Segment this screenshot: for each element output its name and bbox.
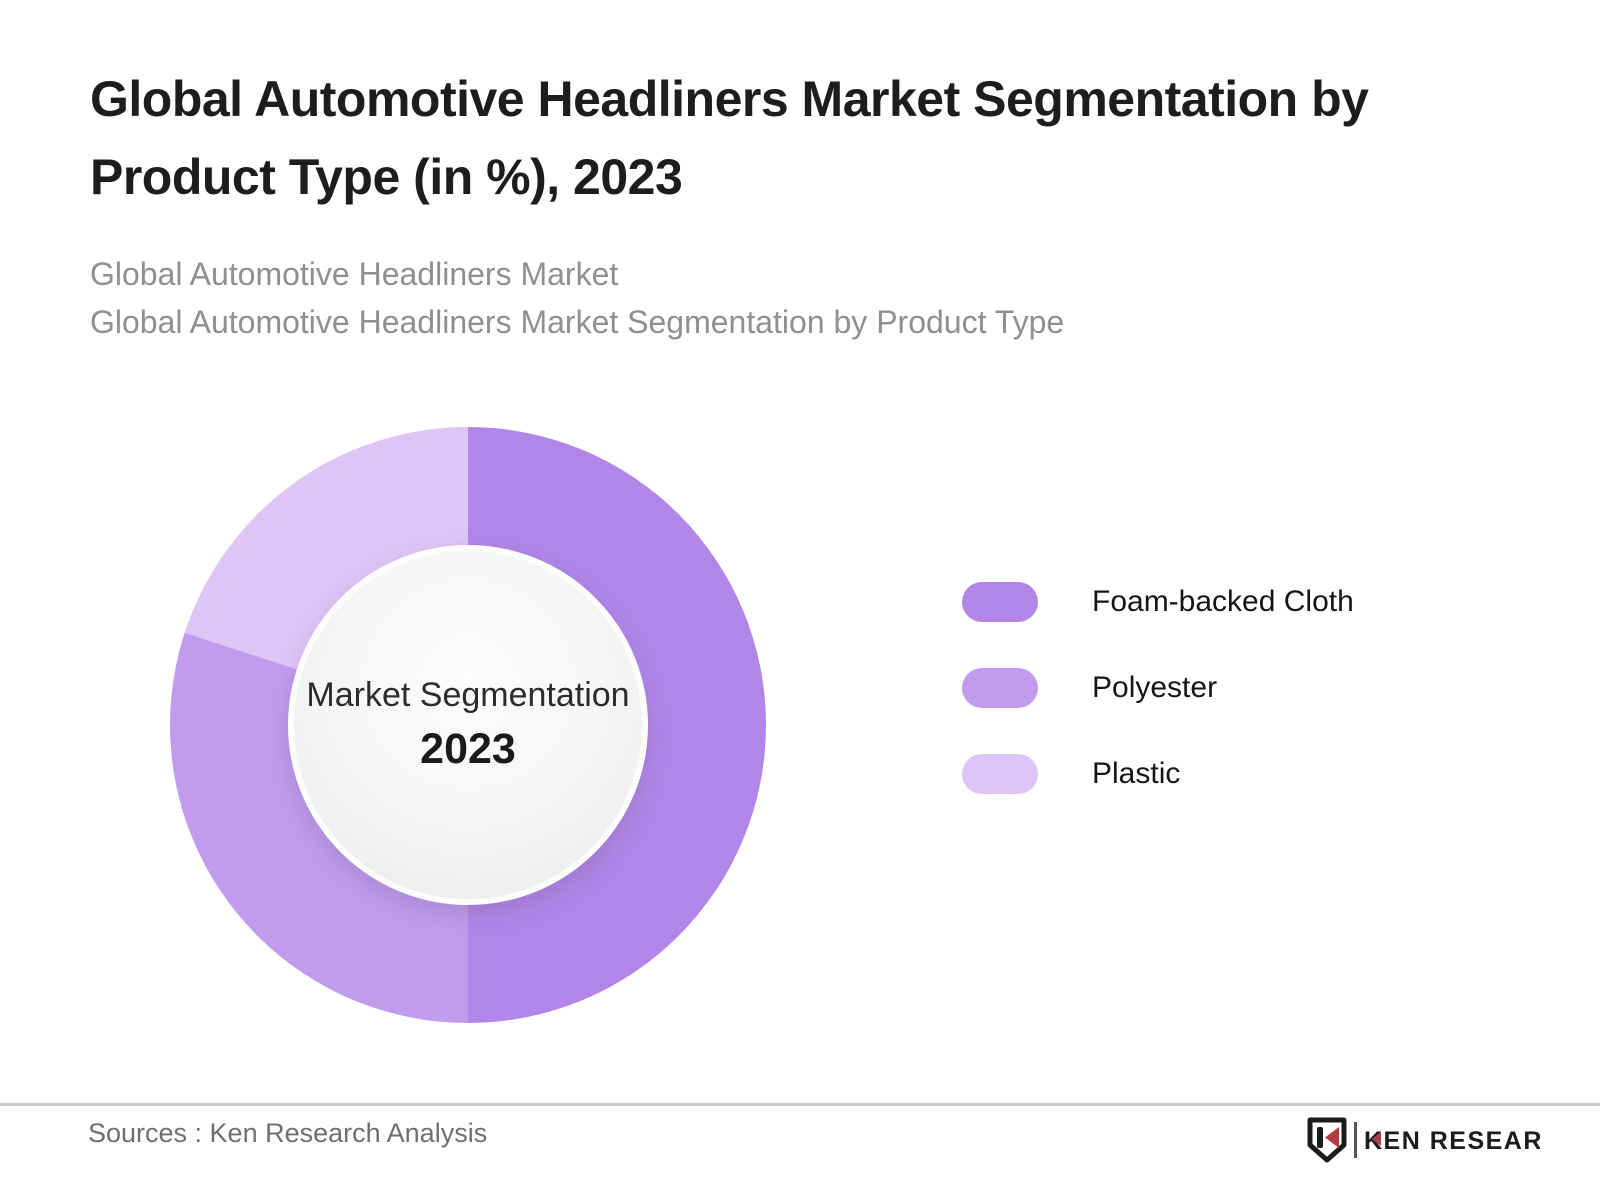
wordmark-red-triangle — [1371, 1132, 1381, 1146]
footer-divider — [0, 1103, 1600, 1106]
subtitle-line-2: Global Automotive Headliners Market Segm… — [90, 304, 1065, 340]
logo-separator — [1354, 1122, 1357, 1158]
donut-center-year: 2023 — [420, 725, 516, 773]
page-subtitle: Global Automotive Headliners Market Glob… — [90, 250, 1490, 346]
legend-label: Polyester — [1092, 671, 1218, 704]
legend-swatch-foam-backed-cloth — [962, 582, 1038, 622]
legend-item-foam-backed-cloth: Foam-backed Cloth — [962, 582, 1354, 622]
subtitle-line-1: Global Automotive Headliners Market — [90, 256, 619, 292]
chart-legend: Foam-backed Cloth Polyester Plastic — [962, 582, 1354, 794]
page-title: Global Automotive Headliners Market Segm… — [90, 60, 1490, 216]
donut-center-disc: Market Segmentation 2023 — [288, 545, 648, 905]
ken-research-logo: KEN RESEARCH — [1307, 1117, 1540, 1163]
legend-item-plastic: Plastic — [962, 754, 1354, 794]
legend-swatch-polyester — [962, 668, 1038, 708]
brand-wordmark: KEN RESEARCH — [1364, 1127, 1540, 1155]
page-title-line-2: Product Type (in %), 2023 — [90, 149, 683, 205]
ken-research-shield-icon — [1307, 1117, 1347, 1163]
legend-label: Plastic — [1092, 757, 1181, 790]
legend-item-polyester: Polyester — [962, 668, 1354, 708]
legend-swatch-plastic — [962, 754, 1038, 794]
donut-center-label: Market Segmentation — [306, 676, 630, 714]
donut-chart: Market Segmentation 2023 — [170, 427, 766, 1023]
sources-text: Sources : Ken Research Analysis — [88, 1118, 488, 1148]
page-title-line-1: Global Automotive Headliners Market Segm… — [90, 71, 1369, 127]
legend-label: Foam-backed Cloth — [1092, 585, 1354, 618]
